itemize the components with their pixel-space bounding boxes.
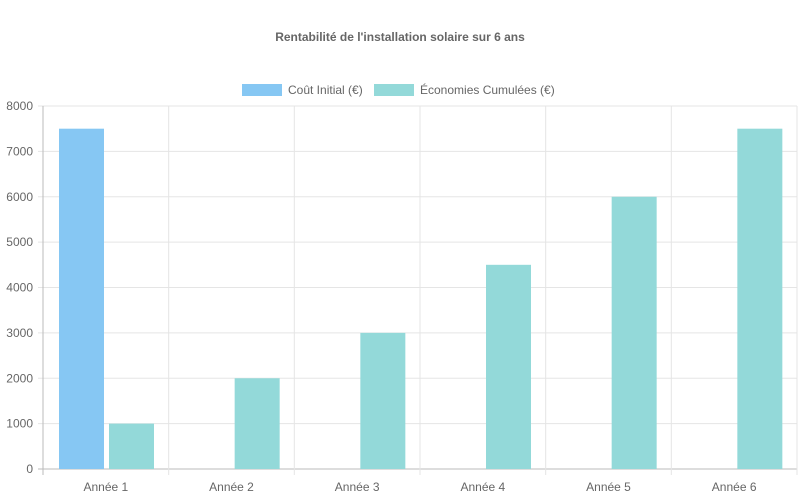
- legend-swatch: [242, 84, 282, 96]
- bar-economies-cumulees: [737, 128, 783, 469]
- bar-economies-cumulees: [611, 196, 657, 469]
- y-tick-label: 6000: [6, 190, 33, 204]
- bar-cout-initial: [59, 128, 104, 469]
- y-tick-label: 3000: [6, 326, 33, 340]
- x-tick-label: Année 6: [712, 480, 757, 494]
- x-tick-label: Année 5: [586, 480, 631, 494]
- bar-economies-cumulees: [360, 332, 406, 469]
- bar-economies-cumulees: [486, 264, 531, 469]
- y-tick-label: 1000: [6, 417, 33, 431]
- x-tick-label: Année 2: [209, 480, 254, 494]
- y-tick-label: 4000: [6, 281, 33, 295]
- legend-label: Économies Cumulées (€): [420, 82, 555, 97]
- bar-economies-cumulees: [109, 423, 154, 469]
- x-tick-label: Année 3: [335, 480, 380, 494]
- legend-label: Coût Initial (€): [288, 83, 363, 97]
- y-tick-label: 8000: [6, 99, 33, 113]
- bar-economies-cumulees: [234, 378, 280, 469]
- chart-title: Rentabilité de l'installation solaire su…: [275, 30, 525, 44]
- y-tick-label: 2000: [6, 371, 33, 385]
- x-tick-label: Année 4: [460, 480, 505, 494]
- legend-swatch: [374, 84, 414, 96]
- y-tick-label: 7000: [6, 144, 33, 158]
- x-tick-label: Année 1: [83, 480, 128, 494]
- y-tick-label: 5000: [6, 235, 33, 249]
- y-tick-label: 0: [26, 462, 33, 476]
